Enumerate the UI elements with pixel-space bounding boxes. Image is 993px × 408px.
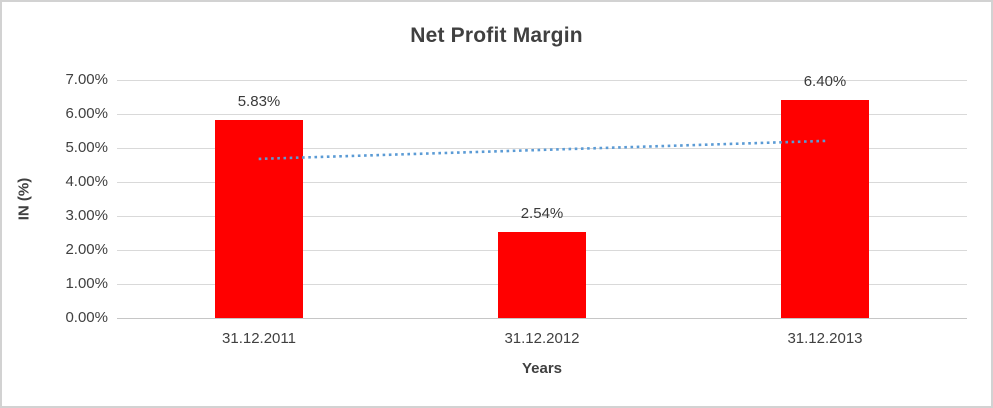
bar-data-label: 5.83% bbox=[237, 93, 281, 110]
y-axis-tick-label: 1.00% bbox=[65, 275, 108, 292]
y-axis-tick-label: 4.00% bbox=[65, 173, 108, 190]
y-axis-tick-label: 2.00% bbox=[65, 241, 108, 258]
plot-area bbox=[117, 80, 967, 319]
x-axis-line bbox=[117, 318, 967, 319]
gridline bbox=[117, 216, 967, 217]
bar bbox=[498, 232, 586, 318]
y-axis-tick-label: 0.00% bbox=[65, 309, 108, 326]
chart-title: Net Profit Margin bbox=[410, 24, 583, 47]
y-axis-tick-label: 5.00% bbox=[65, 139, 108, 156]
y-axis-tick-label: 7.00% bbox=[65, 71, 108, 88]
gridline bbox=[117, 80, 967, 81]
y-axis-tick-label: 6.00% bbox=[65, 105, 108, 122]
x-axis-tick-label: 31.12.2011 bbox=[222, 330, 296, 347]
x-axis-tick-label: 31.12.2012 bbox=[504, 330, 580, 347]
gridline bbox=[117, 114, 967, 115]
bar bbox=[215, 120, 303, 318]
y-axis-tick-label: 3.00% bbox=[65, 207, 108, 224]
x-axis-tick-label: 31.12.2013 bbox=[787, 330, 863, 347]
bar-data-label: 6.40% bbox=[803, 73, 847, 90]
bar-data-label: 2.54% bbox=[520, 205, 564, 222]
x-axis-title: Years bbox=[521, 360, 563, 377]
gridline bbox=[117, 182, 967, 183]
bar bbox=[781, 100, 869, 318]
